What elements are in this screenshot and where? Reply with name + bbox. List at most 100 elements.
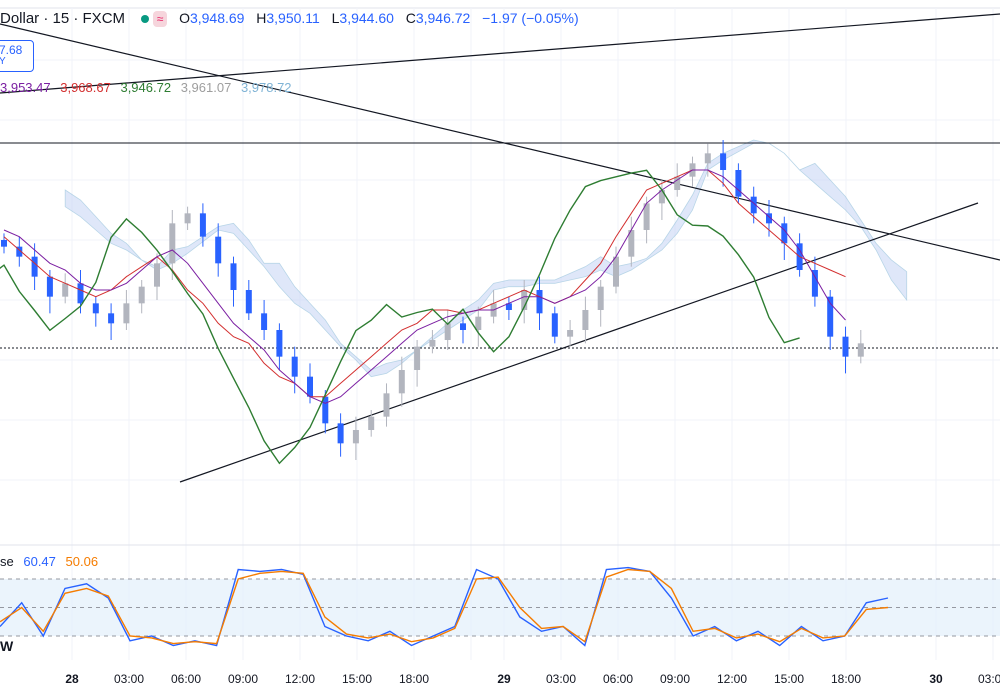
candle-body bbox=[123, 303, 130, 324]
x-axis-label: 06:00 bbox=[171, 672, 201, 686]
x-axis-label: 29 bbox=[497, 672, 511, 686]
candle-body bbox=[245, 290, 252, 314]
low-value: 3,944.60 bbox=[339, 10, 394, 26]
x-axis-label: 18:00 bbox=[399, 672, 429, 686]
candle-body bbox=[643, 203, 650, 230]
legend-value-tenkan: 3,968.67 bbox=[60, 80, 111, 95]
x-axis-label: 28 bbox=[65, 672, 79, 686]
legend-value-lagging: 3,946.72 bbox=[120, 80, 172, 95]
candle-body bbox=[582, 310, 589, 330]
open-value: 3,948.69 bbox=[189, 10, 245, 26]
trendline-support bbox=[179, 202, 979, 483]
oscillator-k-line bbox=[0, 566, 889, 647]
trendline-up-long bbox=[0, 13, 1000, 94]
x-axis-label: 18:00 bbox=[831, 672, 861, 686]
candle-body bbox=[276, 330, 283, 357]
symbol-title[interactable]: Dollar · 15 · FXCM bbox=[0, 10, 126, 27]
candle-body bbox=[842, 336, 849, 357]
candle-body bbox=[184, 213, 191, 224]
legend-value-kijun: 3,953.47 bbox=[0, 80, 51, 95]
candle-body bbox=[92, 303, 99, 314]
candle-body bbox=[536, 290, 543, 314]
ichimoku-legend[interactable]: 3,953.47 3,968.67 3,946.72 3,961.07 3,97… bbox=[0, 80, 298, 95]
candle-body bbox=[307, 376, 313, 397]
candle-body bbox=[720, 153, 727, 170]
price-box-value: 7.68 bbox=[0, 43, 23, 57]
candle-body bbox=[291, 356, 298, 377]
candle-body bbox=[261, 313, 268, 330]
oscillator-k-value: 60.47 bbox=[23, 554, 56, 569]
candle-body bbox=[658, 190, 665, 204]
low-label: L bbox=[331, 10, 340, 26]
change-value: −1.97 (−0.05%) bbox=[482, 10, 579, 26]
open-label: O bbox=[179, 10, 190, 26]
candle-body bbox=[77, 283, 84, 304]
candle-body bbox=[827, 296, 834, 337]
candle-body bbox=[138, 286, 145, 304]
close-label: C bbox=[405, 10, 416, 26]
oscillator-label: se bbox=[0, 554, 14, 569]
x-axis-label: 03:00 bbox=[114, 672, 144, 686]
candle-body bbox=[766, 213, 772, 224]
trendline-down bbox=[0, 23, 1000, 261]
x-axis-label: 15:00 bbox=[774, 672, 804, 686]
candle-body bbox=[521, 290, 528, 310]
x-axis-label: 15:00 bbox=[342, 672, 372, 686]
price-box[interactable]: 7.68 Y bbox=[0, 40, 34, 72]
oscillator-d-value: 50.06 bbox=[65, 554, 99, 569]
tenkan-line bbox=[3, 169, 846, 398]
x-axis-label: 30 bbox=[929, 672, 943, 686]
candle-body bbox=[1, 240, 7, 247]
candle-body bbox=[551, 313, 558, 337]
candle-body bbox=[169, 223, 176, 264]
x-axis-label: 03:00 bbox=[546, 672, 576, 686]
candle-body bbox=[383, 393, 390, 417]
candle-body bbox=[567, 330, 574, 337]
candle-body bbox=[811, 270, 818, 297]
candle-body bbox=[781, 223, 788, 244]
x-axis-label: 09:00 bbox=[228, 672, 258, 686]
candle-body bbox=[398, 370, 405, 394]
legend-value-span-b: 3,978.72 bbox=[240, 80, 292, 95]
high-label: H bbox=[256, 10, 267, 26]
kijun-line bbox=[3, 169, 846, 404]
oscillator-d-line bbox=[0, 568, 889, 645]
candle-body bbox=[46, 276, 53, 297]
candle-body bbox=[674, 176, 681, 190]
candle-body bbox=[613, 256, 619, 287]
x-axis-label: 12:00 bbox=[717, 672, 747, 686]
x-axis-label: 09:00 bbox=[660, 672, 690, 686]
candle-body bbox=[352, 430, 359, 444]
candle-body bbox=[475, 316, 482, 330]
candle-body bbox=[597, 286, 604, 310]
lagging-span-line bbox=[0, 169, 800, 465]
candle-body bbox=[31, 256, 38, 277]
x-axis-label: 06:00 bbox=[603, 672, 633, 686]
candle-body bbox=[505, 303, 512, 310]
candle-body bbox=[444, 323, 451, 340]
symbol-header: Dollar · 15 · FXCM ≈ O3,948.69 H3,950.11… bbox=[0, 10, 579, 28]
candle-body bbox=[154, 263, 160, 287]
candle-body bbox=[108, 313, 115, 324]
candle-body bbox=[368, 416, 375, 430]
high-value: 3,950.11 bbox=[266, 10, 320, 26]
candle-body bbox=[429, 340, 436, 347]
candle-body bbox=[337, 423, 344, 444]
oscillator-legend[interactable]: se 60.47 50.06 bbox=[0, 554, 104, 569]
market-open-icon bbox=[140, 15, 149, 24]
candle-body bbox=[16, 246, 23, 257]
candle-body bbox=[62, 283, 69, 297]
candle-body bbox=[322, 396, 329, 424]
legend-value-span-a: 3,961.07 bbox=[180, 80, 232, 95]
candle-body bbox=[414, 346, 421, 370]
x-axis-label: 03:00 bbox=[978, 672, 1000, 686]
watermark-logo: W bbox=[0, 638, 14, 654]
data-status-icon[interactable]: ≈ bbox=[152, 11, 168, 28]
x-axis-label: 12:00 bbox=[285, 672, 315, 686]
candle-body bbox=[460, 323, 466, 330]
price-box-suffix: Y bbox=[0, 56, 6, 67]
candle-body bbox=[230, 263, 237, 290]
candle-body bbox=[750, 196, 757, 214]
candle-body bbox=[704, 153, 711, 164]
